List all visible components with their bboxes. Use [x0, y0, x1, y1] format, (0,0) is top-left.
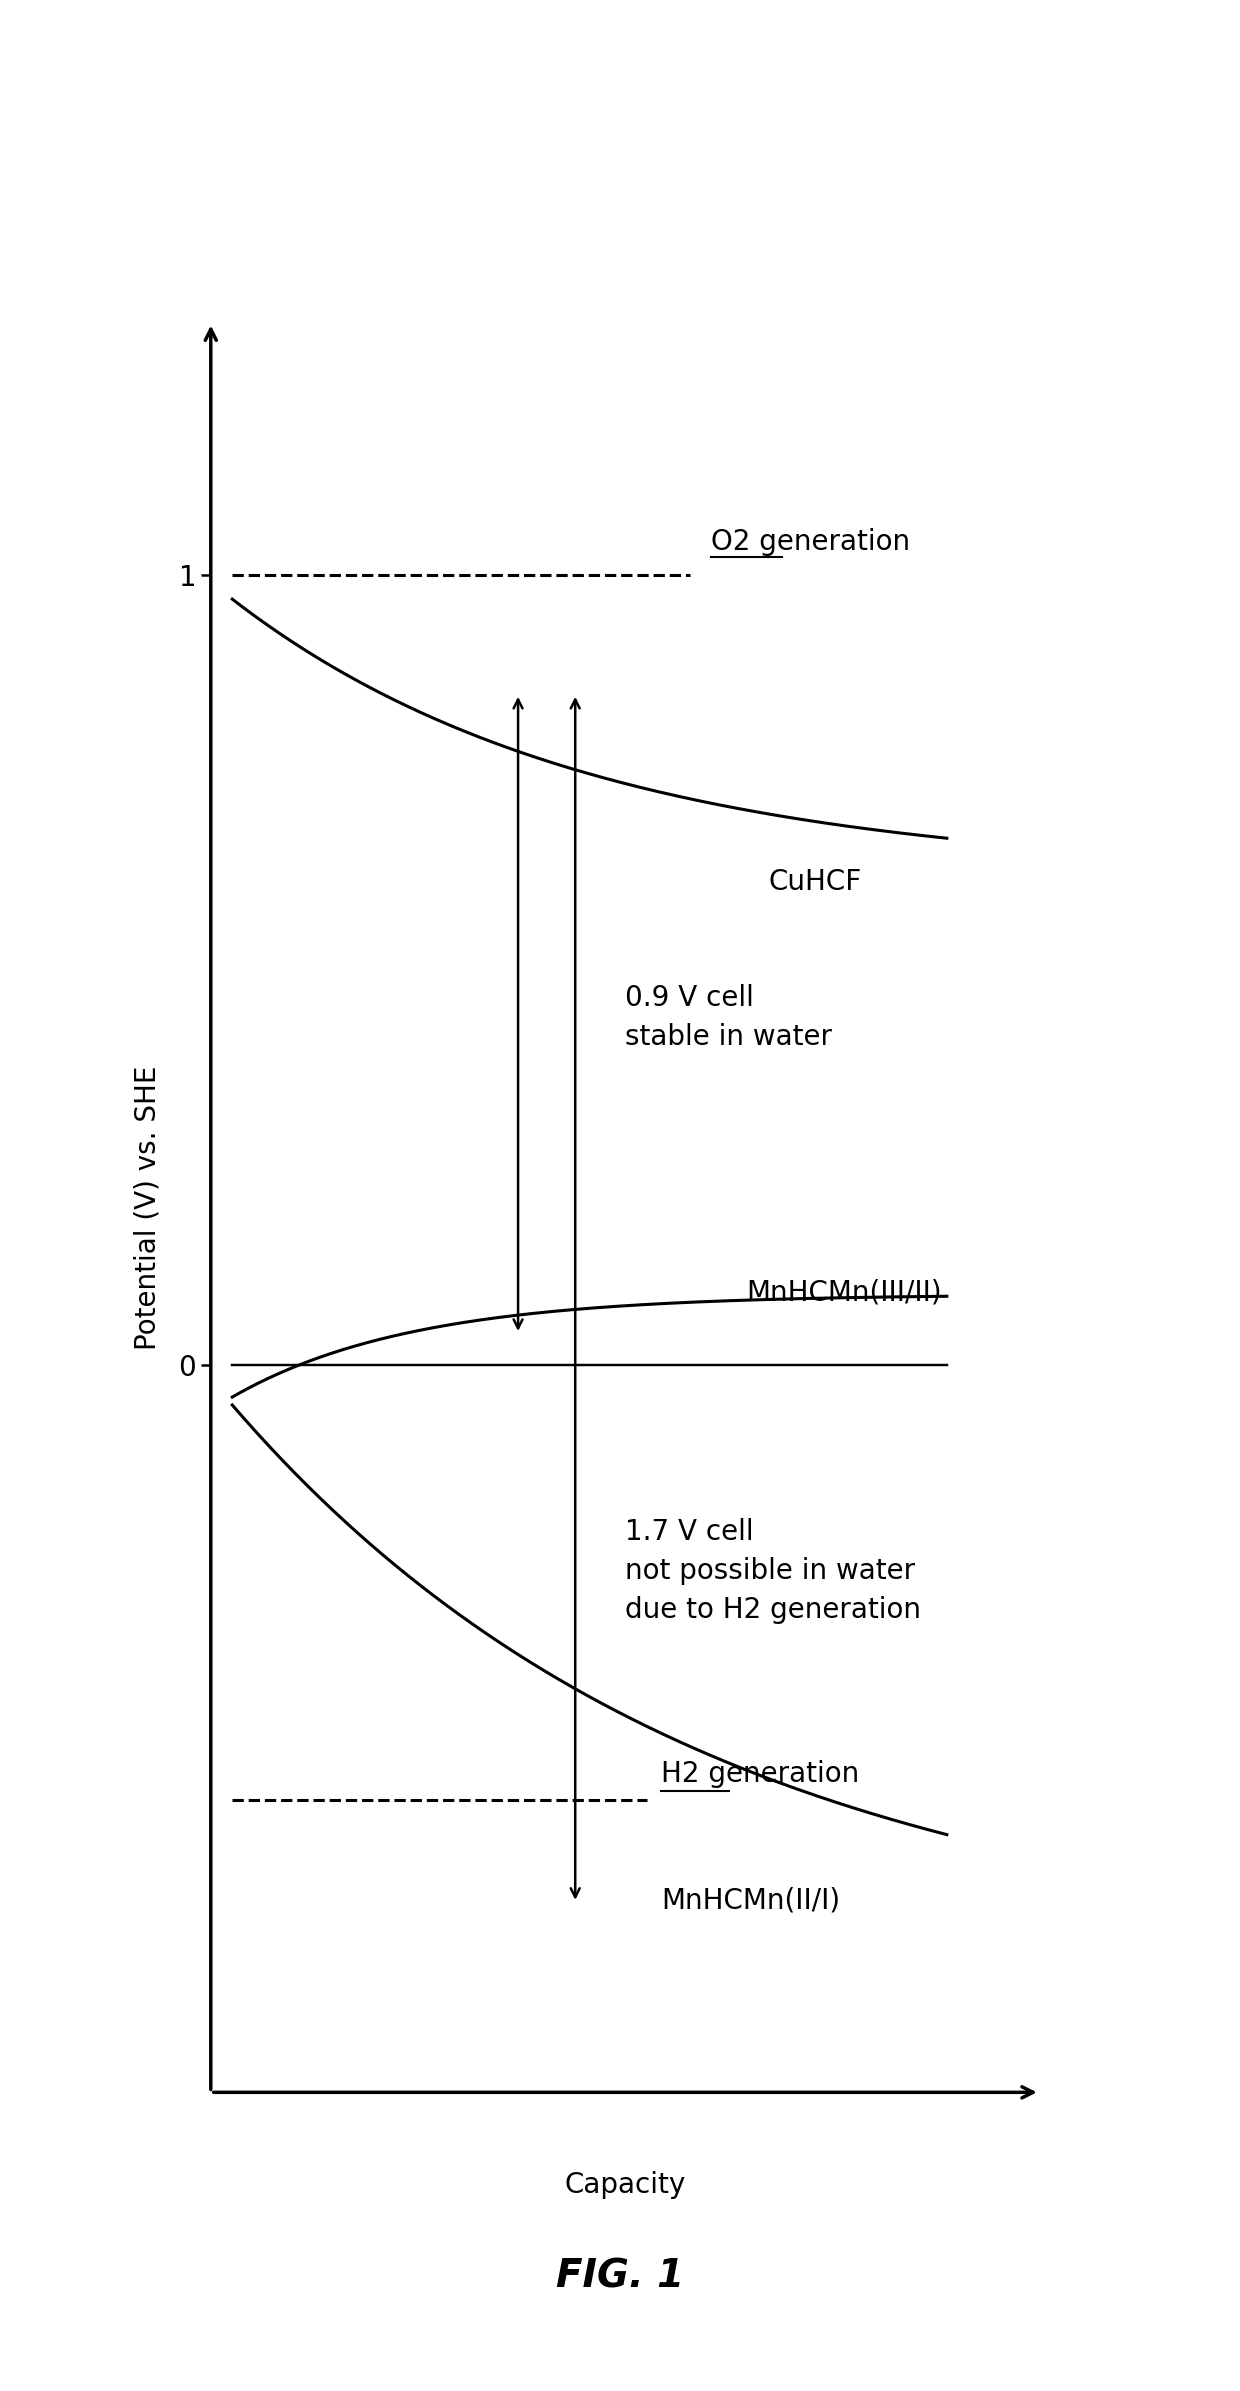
- Text: 1.7 V cell
not possible in water
due to H2 generation: 1.7 V cell not possible in water due to …: [625, 1518, 921, 1623]
- Text: CuHCF: CuHCF: [768, 868, 862, 897]
- Y-axis label: Potential (V) vs. SHE: Potential (V) vs. SHE: [134, 1066, 161, 1349]
- Text: O2 generation: O2 generation: [711, 528, 910, 555]
- Text: Capacity: Capacity: [564, 2171, 686, 2200]
- Text: FIG. 1: FIG. 1: [556, 2257, 684, 2295]
- Text: 0.9 V cell
stable in water: 0.9 V cell stable in water: [625, 985, 832, 1052]
- Text: H2 generation: H2 generation: [661, 1760, 859, 1788]
- Text: MnHCMn(III/II): MnHCMn(III/II): [746, 1279, 942, 1305]
- Text: MnHCMn(II/I): MnHCMn(II/I): [661, 1886, 841, 1915]
